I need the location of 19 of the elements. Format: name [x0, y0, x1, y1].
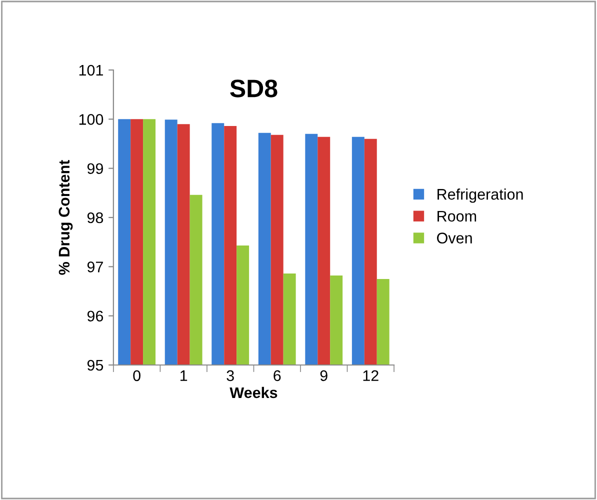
legend-label: Refrigeration [438, 188, 523, 203]
y-tick-label: 101 [79, 64, 103, 76]
y-tick-label: 96 [87, 310, 104, 322]
y-tick-label: 100 [79, 114, 104, 125]
y-axis-title: % Drug Content [58, 160, 73, 275]
x-tick-label: 9 [320, 370, 328, 382]
x-axis-title: Weeks [230, 386, 278, 398]
x-tick-label: 6 [274, 370, 281, 382]
y-tick-label: 95 [87, 360, 104, 371]
x-tick-label: 0 [133, 370, 140, 382]
x-tick-label: 3 [226, 370, 234, 382]
y-tick-label: 97 [87, 262, 103, 272]
legend-label: Oven [437, 232, 472, 244]
chart-title: SD8 [230, 80, 278, 98]
x-tick-label: 12 [363, 370, 378, 381]
y-tick-label: 99 [87, 163, 103, 174]
x-tick-label: 1 [180, 370, 188, 381]
legend-label: Room [438, 210, 476, 222]
y-tick-label: 98 [87, 212, 104, 224]
